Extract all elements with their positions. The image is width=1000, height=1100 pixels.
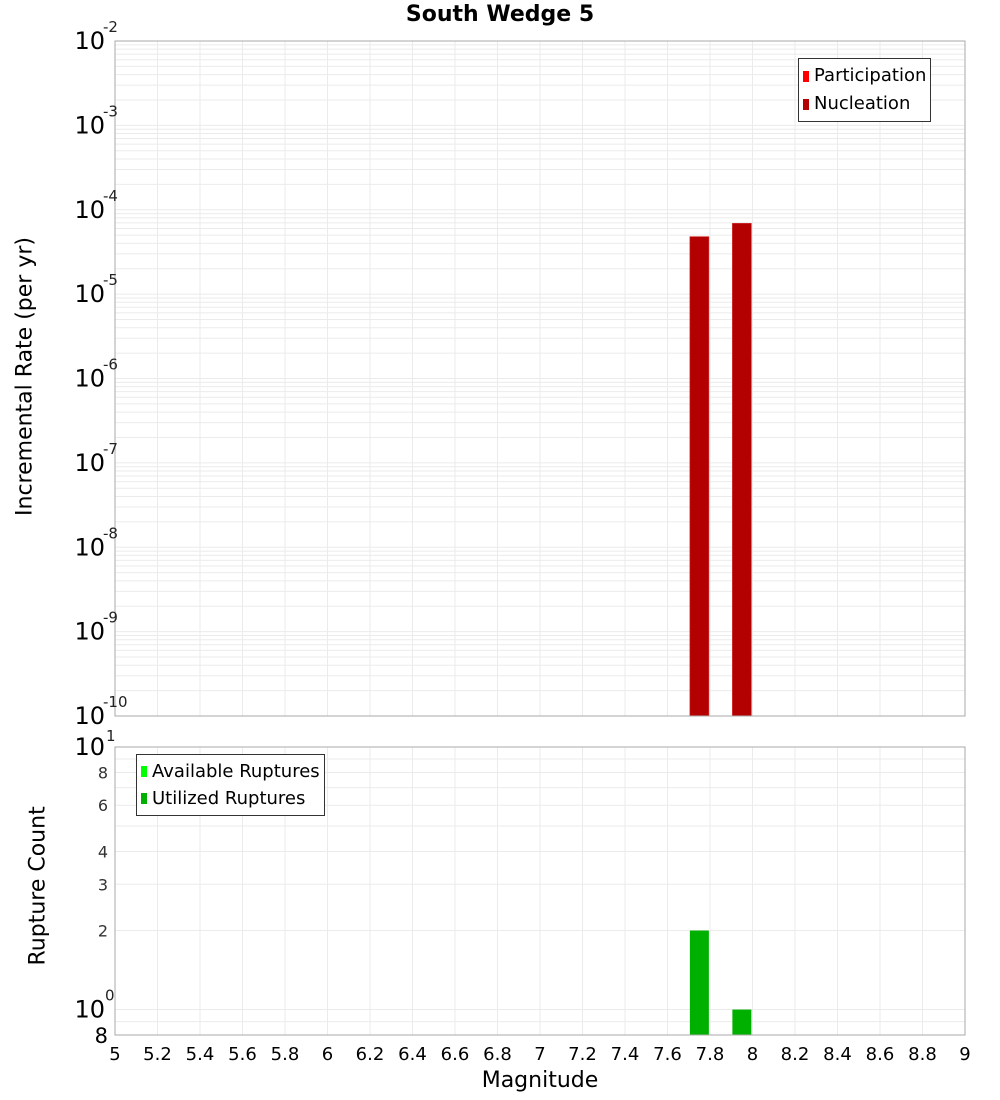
legend-label: Available Ruptures	[152, 761, 320, 782]
svg-text:8.2: 8.2	[781, 1044, 810, 1065]
svg-text:9: 9	[959, 1044, 970, 1065]
svg-text:8: 8	[95, 1024, 108, 1048]
svg-text:7.6: 7.6	[653, 1044, 682, 1065]
svg-text:10: 10	[74, 111, 105, 139]
top-legend: Participation Nucleation	[798, 58, 932, 122]
svg-text:6: 6	[322, 1044, 333, 1065]
svg-text:7: 7	[534, 1044, 545, 1065]
legend-item-utilized-ruptures: Utilized Ruptures	[141, 785, 320, 812]
svg-text:10: 10	[74, 449, 105, 477]
svg-text:-2: -2	[103, 18, 118, 36]
svg-text:10: 10	[74, 280, 105, 308]
legend-item-participation: Participation	[803, 62, 926, 90]
svg-text:-6: -6	[103, 356, 118, 374]
svg-text:10: 10	[74, 733, 105, 761]
svg-text:8.8: 8.8	[908, 1044, 937, 1065]
svg-text:4: 4	[98, 842, 108, 861]
participation-swatch-icon	[803, 70, 809, 82]
legend-label: Utilized Ruptures	[152, 788, 306, 809]
chart-title: South Wedge 5	[405, 2, 595, 27]
svg-text:-5: -5	[103, 271, 118, 289]
svg-text:6: 6	[98, 796, 108, 815]
svg-text:2: 2	[98, 922, 108, 941]
svg-text:7.8: 7.8	[696, 1044, 725, 1065]
svg-text:-9: -9	[103, 609, 118, 627]
legend-item-available-ruptures: Available Ruptures	[141, 758, 320, 785]
svg-text:10: 10	[74, 533, 105, 561]
svg-text:10: 10	[74, 27, 105, 55]
legend-label: Nucleation	[814, 93, 911, 114]
svg-text:8: 8	[747, 1044, 758, 1065]
svg-text:10: 10	[74, 996, 105, 1024]
svg-text:3: 3	[98, 875, 108, 894]
bottom-legend: Available Ruptures Utilized Ruptures	[136, 754, 325, 816]
top-y-axis-label: Incremental Rate (per yr)	[12, 237, 38, 516]
svg-text:1: 1	[106, 727, 116, 745]
svg-text:6.4: 6.4	[398, 1044, 427, 1065]
legend-item-nucleation: Nucleation	[803, 90, 926, 118]
available-swatch-icon	[141, 766, 147, 777]
svg-text:0: 0	[105, 987, 115, 1005]
svg-text:6.8: 6.8	[483, 1044, 512, 1065]
svg-text:5: 5	[109, 1044, 120, 1065]
svg-text:5.8: 5.8	[271, 1044, 300, 1065]
svg-text:5.4: 5.4	[186, 1044, 215, 1065]
svg-text:10: 10	[74, 702, 105, 730]
bottom-y-axis-label: Rupture Count	[25, 806, 51, 966]
svg-text:-8: -8	[103, 524, 118, 542]
svg-text:-3: -3	[103, 102, 118, 120]
svg-text:10: 10	[74, 196, 105, 224]
svg-text:-7: -7	[103, 440, 118, 458]
svg-text:8.6: 8.6	[866, 1044, 895, 1065]
svg-text:5.6: 5.6	[228, 1044, 257, 1065]
legend-label: Participation	[814, 65, 927, 86]
svg-text:-4: -4	[103, 187, 118, 205]
svg-text:10: 10	[74, 365, 105, 393]
svg-text:5.2: 5.2	[143, 1044, 172, 1065]
svg-text:8.4: 8.4	[823, 1044, 852, 1065]
svg-text:10: 10	[74, 618, 105, 646]
svg-text:6.2: 6.2	[356, 1044, 385, 1065]
svg-text:8: 8	[98, 763, 108, 782]
svg-text:6.6: 6.6	[441, 1044, 470, 1065]
x-axis-label: Magnitude	[481, 1068, 599, 1093]
nucleation-swatch-icon	[803, 98, 809, 110]
svg-text:7.4: 7.4	[611, 1044, 640, 1065]
svg-text:-10: -10	[103, 693, 128, 711]
svg-text:7.2: 7.2	[568, 1044, 597, 1065]
utilized-swatch-icon	[141, 793, 147, 804]
